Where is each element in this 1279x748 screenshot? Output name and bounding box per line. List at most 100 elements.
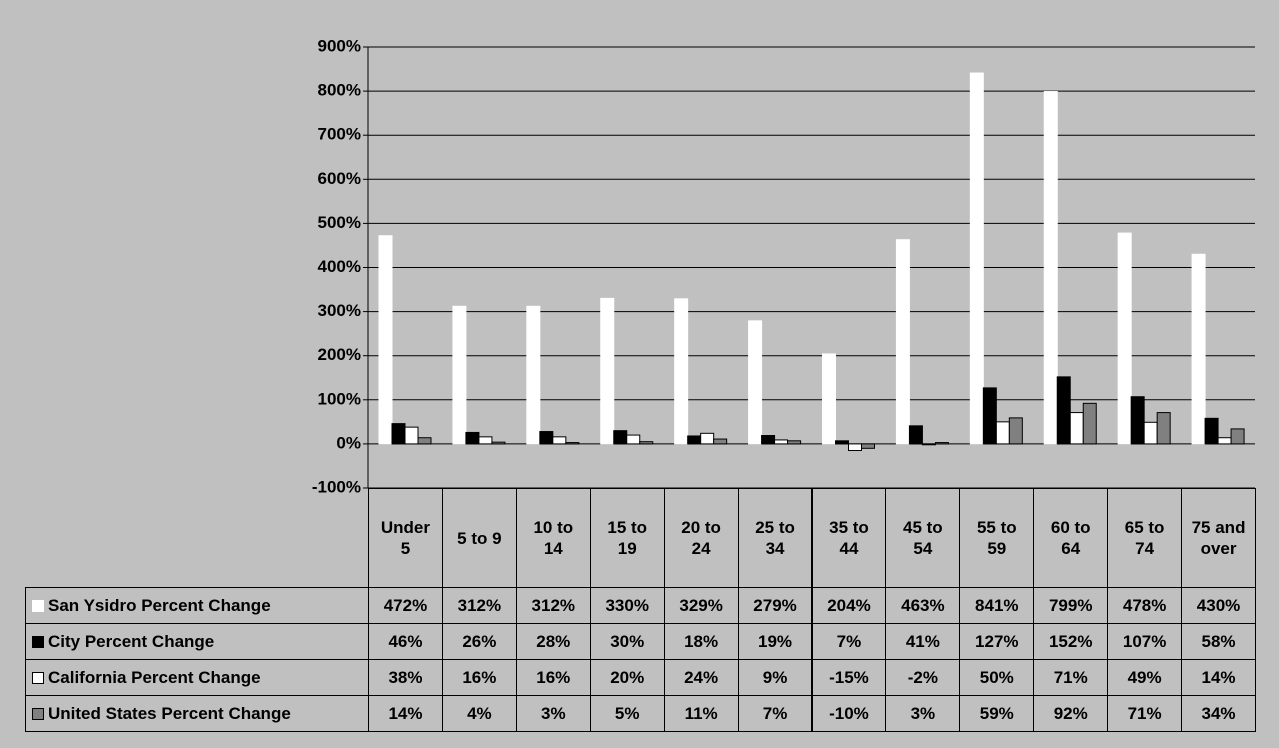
data-label: 107% [1107, 623, 1183, 660]
bar [1217, 437, 1232, 445]
y-tick-label: 100% [318, 389, 361, 408]
data-label: 28% [515, 623, 591, 660]
legend-label: United States Percent Change [48, 704, 291, 723]
legend-swatch [32, 599, 44, 612]
data-label: 20% [589, 659, 665, 696]
bar [1069, 412, 1084, 445]
data-label: 71% [1033, 659, 1109, 696]
data-label: 58% [1181, 623, 1256, 660]
legend-label: City Percent Change [48, 632, 215, 651]
category-label: 25 to 34 [737, 488, 813, 588]
data-label: 24% [663, 659, 739, 696]
y-tick-label: 500% [318, 213, 361, 232]
bar [1117, 232, 1132, 445]
category-label: 60 to 64 [1033, 488, 1109, 588]
data-label: 279% [737, 587, 813, 624]
bar [774, 439, 789, 445]
category-label: 5 to 9 [441, 488, 517, 588]
data-label: 19% [737, 623, 813, 660]
y-tick-label: 600% [318, 169, 361, 188]
bar [995, 421, 1010, 445]
bar [822, 353, 836, 445]
data-label: 7% [737, 695, 813, 732]
bar [895, 239, 910, 445]
category-label: Under 5 [368, 488, 443, 588]
y-tick-label: 900% [318, 36, 361, 55]
bar [465, 431, 480, 445]
data-label: 34% [1181, 695, 1256, 732]
bar [391, 423, 406, 445]
bar [491, 441, 506, 445]
bar [1008, 417, 1023, 445]
data-label: -10% [811, 695, 887, 732]
bar [1230, 428, 1245, 445]
y-tick-label: 700% [318, 125, 361, 144]
data-label: 26% [441, 623, 517, 660]
y-tick-label: 200% [318, 345, 361, 364]
data-label: 204% [811, 587, 887, 624]
data-label: 9% [737, 659, 813, 696]
bar [404, 426, 419, 445]
data-label: 16% [441, 659, 517, 696]
data-label: 329% [663, 587, 739, 624]
bar [687, 435, 702, 445]
legend-swatch [32, 635, 44, 648]
y-tick-label: -100% [312, 477, 361, 496]
bar [700, 432, 715, 445]
bar [539, 431, 554, 445]
data-label: 463% [885, 587, 961, 624]
bar [626, 434, 641, 445]
category-label: 35 to 44 [811, 488, 887, 588]
category-label: 75 and over [1181, 488, 1256, 588]
data-label: 59% [959, 695, 1035, 732]
data-label: 7% [811, 623, 887, 660]
bar [674, 298, 689, 445]
y-tick-label: 300% [318, 301, 361, 320]
data-label: 312% [515, 587, 591, 624]
data-label: 5% [589, 695, 665, 732]
bar [982, 387, 997, 445]
category-label: 55 to 59 [959, 488, 1035, 588]
bar [908, 425, 923, 445]
bar [934, 442, 949, 445]
data-label: 312% [441, 587, 517, 624]
legend-swatch [32, 671, 44, 684]
y-tick-label: 0% [336, 433, 361, 452]
bar [1056, 376, 1071, 445]
data-label: 41% [885, 623, 961, 660]
bar [565, 442, 580, 445]
bar [835, 440, 849, 445]
data-label: -15% [811, 659, 887, 696]
bar [1204, 417, 1219, 445]
bar [478, 436, 493, 445]
data-label: 92% [1033, 695, 1109, 732]
y-tick-label: 800% [318, 81, 361, 100]
data-label: -2% [885, 659, 961, 696]
data-label: 430% [1181, 587, 1256, 624]
category-label: 20 to 24 [663, 488, 739, 588]
bar [921, 443, 936, 446]
category-label: 10 to 14 [515, 488, 591, 588]
legend-label: California Percent Change [48, 668, 261, 687]
data-label: 127% [959, 623, 1035, 660]
data-label: 330% [589, 587, 665, 624]
bar [787, 440, 802, 445]
data-label: 3% [885, 695, 961, 732]
bar [378, 235, 393, 445]
bar [600, 297, 615, 445]
bar [639, 441, 654, 445]
bar [1191, 253, 1206, 445]
legend-entry: United States Percent Change [25, 695, 369, 732]
data-label: 472% [368, 587, 443, 624]
data-label: 11% [663, 695, 739, 732]
bar [848, 443, 862, 452]
data-label: 50% [959, 659, 1035, 696]
bar [861, 443, 875, 449]
data-label: 30% [589, 623, 665, 660]
bar [1043, 91, 1058, 445]
bar [748, 320, 763, 445]
data-label: 799% [1033, 587, 1109, 624]
legend-entry: California Percent Change [25, 659, 369, 696]
